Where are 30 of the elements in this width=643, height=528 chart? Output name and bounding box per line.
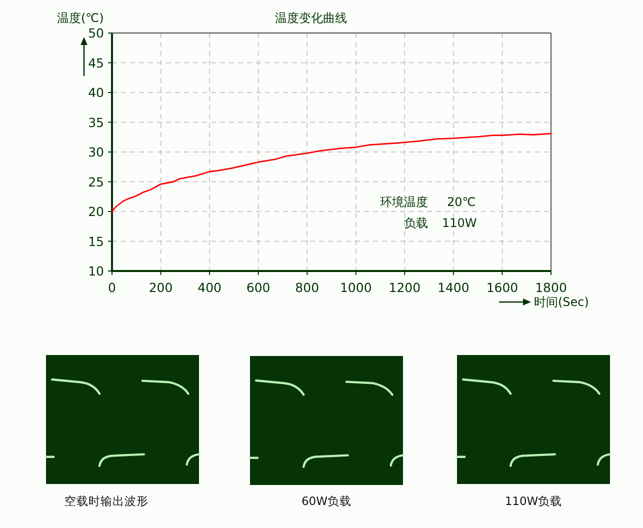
x-tick-label: 800 [295, 280, 320, 295]
annotation: 负载 [404, 216, 428, 230]
annotation: 110W [442, 216, 477, 230]
y-tick-label: 35 [88, 114, 104, 130]
x-tick-label: 400 [198, 280, 222, 295]
x-tick-label: 1200 [388, 280, 421, 295]
y-tick-label: 10 [88, 264, 104, 278]
text: 110W负载 [504, 494, 562, 508]
chart-title: 温度变化曲线 [275, 11, 347, 25]
y-tick-label: 25 [88, 174, 104, 190]
y-axis-title: 温度(℃) [57, 11, 104, 25]
text: 60W负载 [301, 494, 352, 508]
x-tick-label: 1400 [438, 280, 470, 295]
y-tick-label: 40 [88, 85, 104, 100]
x-tick-label: 1800 [535, 280, 567, 295]
x-tick-label: 1600 [486, 280, 518, 295]
y-tick-label: 45 [88, 55, 104, 70]
x-tick-label: 0 [108, 280, 116, 295]
annotation: 20℃ [447, 195, 476, 209]
x-tick-label: 600 [246, 280, 270, 295]
x-axis-title: 时间(Sec) [534, 295, 589, 309]
text: 空载时输出波形 [64, 494, 148, 508]
y-tick-label: 20 [88, 204, 104, 219]
y-tick-label: 50 [88, 26, 104, 40]
annotation: 环境温度 [380, 195, 428, 209]
x-tick-label: 200 [148, 280, 173, 295]
x-tick-label: 1000 [340, 280, 372, 295]
y-tick-label: 15 [88, 234, 104, 249]
line-series [111, 132, 552, 212]
y-tick-label: 30 [88, 144, 104, 160]
